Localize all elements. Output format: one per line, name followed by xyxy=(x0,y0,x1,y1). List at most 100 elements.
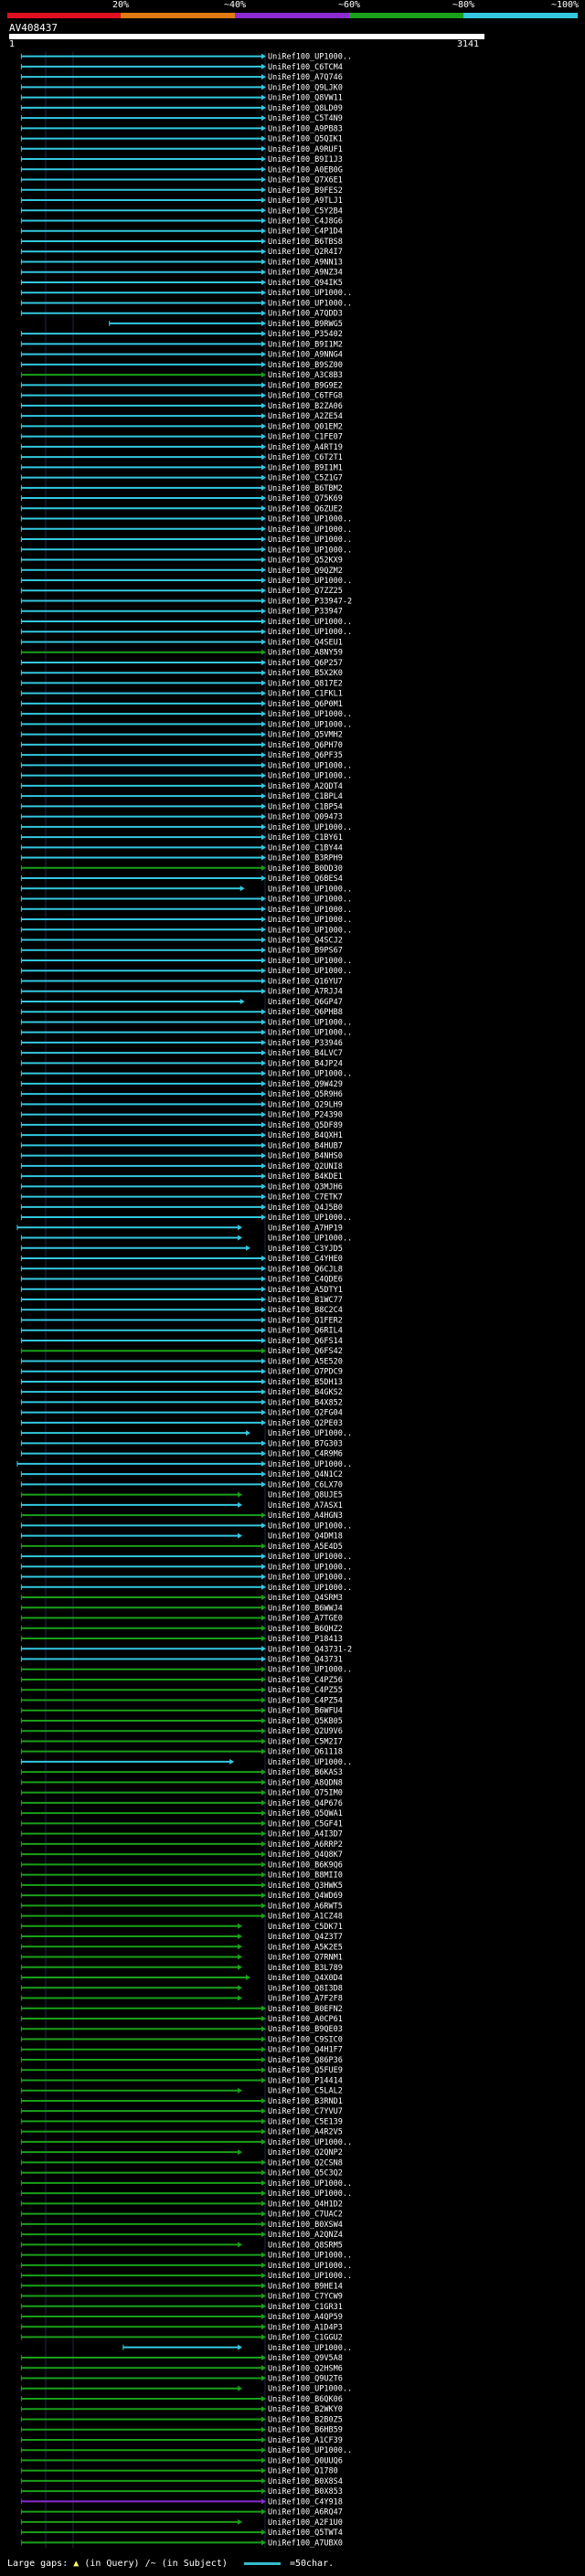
hit-row[interactable]: UniRef100_Q6RIL4 xyxy=(20,1327,343,1336)
hit-row[interactable]: UniRef100_A1CZ48 xyxy=(20,1913,343,1922)
hit-label[interactable]: UniRef100_Q8UJE5 xyxy=(268,1491,343,1500)
hit-row[interactable]: UniRef100_Q9LJK0 xyxy=(20,83,343,92)
hit-label[interactable]: UniRef100_Q2CSN8 xyxy=(268,2158,343,2168)
hit-row[interactable]: UniRef100_C4YHE0 xyxy=(20,1255,343,1264)
hit-row[interactable]: UniRef100_C1BPL4 xyxy=(20,792,343,801)
hit-row[interactable]: UniRef100_Q2PE03 xyxy=(20,1419,343,1428)
hit-label[interactable]: UniRef100_UP1000.. xyxy=(268,1214,352,1223)
hit-row[interactable]: UniRef100_Q4SRM3 xyxy=(20,1594,343,1603)
hit-label[interactable]: UniRef100_A0EB0G xyxy=(268,165,343,175)
hit-row[interactable]: UniRef100_B4QXH1 xyxy=(20,1131,343,1140)
hit-row[interactable]: UniRef100_B0XSW4 xyxy=(20,2221,343,2230)
hit-label[interactable]: UniRef100_UP1000.. xyxy=(268,289,352,298)
hit-label[interactable]: UniRef100_Q6P0M1 xyxy=(268,700,343,709)
hit-row[interactable]: UniRef100_Q2QNP2 xyxy=(20,2148,343,2157)
hit-row[interactable]: UniRef100_A9TLJ1 xyxy=(20,196,343,206)
hit-label[interactable]: UniRef100_B6TBS8 xyxy=(268,238,343,247)
hit-row[interactable]: UniRef100_Q9QZM2 xyxy=(20,567,343,576)
hit-row[interactable]: UniRef100_A8QDN8 xyxy=(20,1778,343,1787)
hit-label[interactable]: UniRef100_B6KAS3 xyxy=(268,1768,343,1777)
hit-row[interactable]: UniRef100_A6RRP2 xyxy=(20,1840,343,1850)
hit-row[interactable]: UniRef100_UP1000.. xyxy=(20,720,352,729)
hit-row[interactable]: UniRef100_B9I1M1 xyxy=(20,463,343,472)
hit-row[interactable]: UniRef100_UP1000.. xyxy=(20,1214,352,1223)
hit-label[interactable]: UniRef100_C1GR31 xyxy=(268,2303,343,2312)
hit-row[interactable]: UniRef100_UP1000.. xyxy=(20,2179,352,2189)
hit-label[interactable]: UniRef100_B0XSW4 xyxy=(268,2221,343,2230)
hit-label[interactable]: UniRef100_UP1000.. xyxy=(268,1553,352,1562)
hit-row[interactable]: UniRef100_C5GF41 xyxy=(20,1819,343,1829)
hit-label[interactable]: UniRef100_A9NN13 xyxy=(268,258,343,267)
hit-label[interactable]: UniRef100_UP1000.. xyxy=(268,720,352,729)
hit-row[interactable]: UniRef100_UP1000.. xyxy=(20,896,352,905)
hit-label[interactable]: UniRef100_UP1000.. xyxy=(268,1666,352,1675)
hit-label[interactable]: UniRef100_B0DD30 xyxy=(268,864,343,874)
hit-row[interactable]: UniRef100_C1BY61 xyxy=(20,833,343,843)
hit-row[interactable]: UniRef100_B9I1M2 xyxy=(20,340,343,349)
hit-label[interactable]: UniRef100_Q5FUE9 xyxy=(268,2066,343,2075)
hit-label[interactable]: UniRef100_Q3MJH6 xyxy=(268,1182,343,1192)
hit-row[interactable]: UniRef100_C1GR31 xyxy=(20,2303,343,2312)
hit-label[interactable]: UniRef100_Q16YU7 xyxy=(268,977,343,986)
hit-row[interactable]: UniRef100_UP1000.. xyxy=(20,2189,352,2199)
hit-row[interactable]: UniRef100_A1D4P3 xyxy=(20,2323,343,2332)
hit-label[interactable]: UniRef100_Q29LH9 xyxy=(268,1100,343,1109)
hit-row[interactable]: UniRef100_Q7X6E1 xyxy=(20,176,343,186)
hit-row[interactable]: UniRef100_Q4Z3T7 xyxy=(20,1933,343,1942)
hit-row[interactable]: UniRef100_A4HGN3 xyxy=(20,1511,343,1521)
hit-label[interactable]: UniRef100_A3C8B3 xyxy=(268,371,343,380)
hit-label[interactable]: UniRef100_B9HE14 xyxy=(268,2282,343,2291)
hit-label[interactable]: UniRef100_C7UAC2 xyxy=(268,2210,343,2220)
hit-row[interactable]: UniRef100_Q9V5A8 xyxy=(20,2354,343,2363)
hit-row[interactable]: UniRef100_C4PZ54 xyxy=(20,1696,343,1705)
hit-label[interactable]: UniRef100_Q5R9H6 xyxy=(268,1090,343,1099)
hit-label[interactable]: UniRef100_B4HUB7 xyxy=(268,1141,343,1150)
hit-row[interactable]: UniRef100_A2F1U0 xyxy=(20,2518,343,2528)
hit-label[interactable]: UniRef100_C6T2T1 xyxy=(268,453,343,462)
hit-label[interactable]: UniRef100_A0CP61 xyxy=(268,2015,343,2024)
hit-row[interactable]: UniRef100_Q8VW11 xyxy=(20,94,343,103)
hit-row[interactable]: UniRef100_Q2R4I7 xyxy=(20,248,343,257)
hit-label[interactable]: UniRef100_B6QK06 xyxy=(268,2395,343,2404)
hit-row[interactable]: UniRef100_Q1780 xyxy=(20,2467,338,2476)
hit-label[interactable]: UniRef100_UP1000.. xyxy=(268,515,352,525)
hit-label[interactable]: UniRef100_P35402 xyxy=(268,330,343,339)
hit-label[interactable]: UniRef100_A7QDD3 xyxy=(268,310,343,319)
hit-label[interactable]: UniRef100_A2F1U0 xyxy=(268,2518,343,2528)
hit-label[interactable]: UniRef100_Q5KB05 xyxy=(268,1717,343,1726)
hit-row[interactable]: UniRef100_B4JP24 xyxy=(20,1059,343,1068)
hit-label[interactable]: UniRef100_Q4H1F7 xyxy=(268,2046,343,2055)
hit-label[interactable]: UniRef100_B4NHS0 xyxy=(268,1152,343,1161)
hit-label[interactable]: UniRef100_B4X852 xyxy=(268,1398,343,1407)
hit-row[interactable]: UniRef100_B3RPH9 xyxy=(20,854,343,864)
hit-label[interactable]: UniRef100_B9SZ00 xyxy=(268,361,343,370)
hit-row[interactable]: UniRef100_A2QDT4 xyxy=(20,782,343,791)
hit-label[interactable]: UniRef100_Q4Z3T7 xyxy=(268,1933,343,1942)
hit-label[interactable]: UniRef100_P14414 xyxy=(268,2076,343,2085)
hit-row[interactable]: UniRef100_B9QE03 xyxy=(20,2025,343,2034)
hit-label[interactable]: UniRef100_B6TBM2 xyxy=(268,484,343,493)
hit-label[interactable]: UniRef100_B3RPH9 xyxy=(268,854,343,864)
hit-label[interactable]: UniRef100_B9RWG5 xyxy=(268,320,343,329)
hit-row[interactable]: UniRef100_Q86P36 xyxy=(20,2056,343,2065)
hit-row[interactable]: UniRef100_B3RND1 xyxy=(20,2097,343,2106)
hit-label[interactable]: UniRef100_A7ASX1 xyxy=(268,1501,343,1511)
hit-label[interactable]: UniRef100_UP1000.. xyxy=(268,1029,352,1038)
hit-row[interactable]: UniRef100_A5K2E5 xyxy=(20,1943,343,1952)
hit-label[interactable]: UniRef100_C4P1D4 xyxy=(268,228,343,237)
hit-row[interactable]: UniRef100_B9FES2 xyxy=(20,186,343,196)
hit-row[interactable]: UniRef100_Q5QIK1 xyxy=(20,135,343,144)
hit-row[interactable]: UniRef100_Q817E2 xyxy=(20,679,343,688)
hit-label[interactable]: UniRef100_Q9W429 xyxy=(268,1080,343,1089)
hit-label[interactable]: UniRef100_A9PB83 xyxy=(268,124,343,133)
hit-row[interactable]: UniRef100_B9I1J3 xyxy=(20,155,343,164)
hit-row[interactable]: UniRef100_C7YVU7 xyxy=(20,2107,343,2116)
hit-label[interactable]: UniRef100_UP1000.. xyxy=(268,525,352,535)
hit-row[interactable]: UniRef100_Q4P676 xyxy=(20,1799,343,1808)
hit-row[interactable]: UniRef100_C9SIC0 xyxy=(20,2035,343,2044)
hit-row[interactable]: UniRef100_Q8I3D8 xyxy=(20,1984,343,1993)
hit-row[interactable]: UniRef100_A7ASX1 xyxy=(20,1501,343,1511)
hit-label[interactable]: UniRef100_C5Z1G7 xyxy=(268,474,343,483)
hit-label[interactable]: UniRef100_B6WFU4 xyxy=(268,1707,343,1716)
hit-row[interactable]: UniRef100_A0CP61 xyxy=(20,2015,343,2024)
